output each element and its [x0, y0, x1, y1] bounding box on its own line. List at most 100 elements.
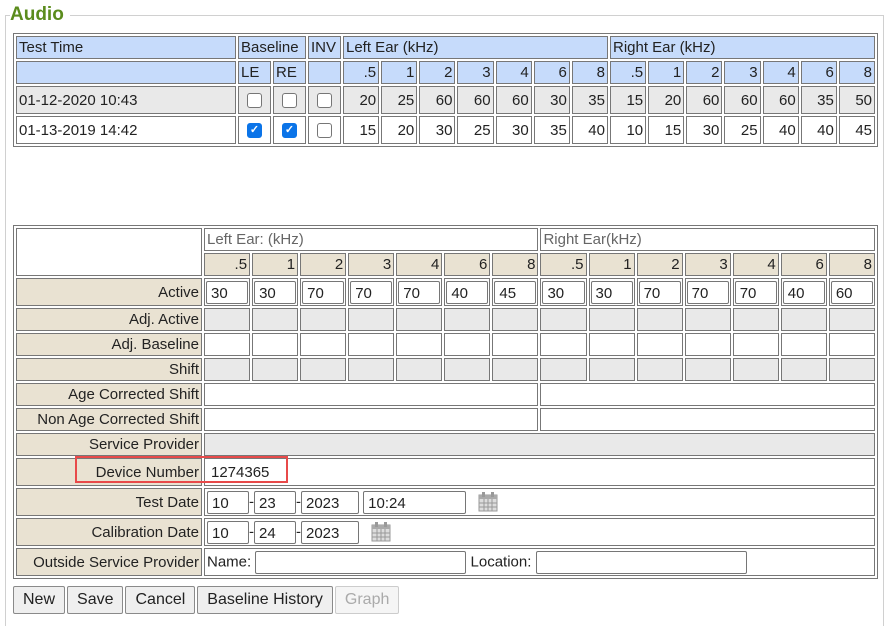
- re-cell: [273, 86, 306, 114]
- freq-header-right: 4: [732, 253, 779, 276]
- table-row: 01-12-2020 10:43 20 25 60 60 60 30 35 15 20 60 60 60…: [16, 86, 875, 114]
- freq-header-right: .5: [540, 253, 587, 276]
- freq-header-left: 6: [533, 61, 570, 84]
- freq-header-right: 1: [588, 253, 635, 276]
- cancel-button[interactable]: Cancel: [125, 586, 196, 614]
- location-input[interactable]: [535, 550, 747, 574]
- adj-baseline-cell: [348, 333, 395, 356]
- freq-header-left: 3: [348, 253, 395, 276]
- active-right-input[interactable]: 70: [734, 280, 777, 304]
- adj-baseline-cell: [444, 333, 491, 356]
- corner-blank: [16, 228, 202, 276]
- freq-header-left: 4: [396, 253, 443, 276]
- le-checkbox[interactable]: [247, 93, 262, 109]
- active-left-input[interactable]: 45: [494, 280, 537, 304]
- calibration-day-input[interactable]: 24: [254, 520, 296, 544]
- device-number-field[interactable]: 1274365: [204, 458, 875, 486]
- outside-provider-cell: Name: Location:: [204, 548, 875, 576]
- active-left-input[interactable]: 70: [350, 280, 393, 304]
- active-cell: 60: [828, 278, 875, 306]
- active-right-input[interactable]: 70: [638, 280, 681, 304]
- header-le: LE: [238, 61, 271, 84]
- freq-header-right: .5: [609, 61, 647, 84]
- active-left-input[interactable]: 30: [206, 280, 249, 304]
- calendar-icon[interactable]: [478, 492, 498, 512]
- adj-baseline-cell: [732, 333, 779, 356]
- adj-active-cell: [444, 308, 491, 331]
- left-ear-value: 40: [571, 116, 608, 144]
- adj-baseline-cell: [300, 333, 347, 356]
- test-date-day-input[interactable]: 23: [254, 490, 296, 514]
- adj-active-cell: [828, 308, 875, 331]
- active-right-input[interactable]: 60: [830, 280, 873, 304]
- freq-header-left: .5: [343, 61, 380, 84]
- audio-entry-table: Left Ear: (kHz) Right Ear(kHz) .5 1 2 3 4 6 8.…: [13, 225, 878, 579]
- re-checkbox[interactable]: [282, 93, 297, 109]
- inv-checkbox[interactable]: [317, 93, 332, 109]
- left-ear-value: 20: [343, 86, 380, 114]
- header-left-ear: Left Ear (kHz): [343, 36, 608, 59]
- re-cell: ✓: [273, 116, 306, 144]
- left-ear-value: 60: [457, 86, 494, 114]
- freq-header-right: 8: [838, 61, 875, 84]
- inv-cell: [308, 116, 341, 144]
- right-ear-value: 60: [762, 86, 799, 114]
- adj-active-label: Adj. Active: [16, 308, 202, 331]
- baseline-history-button[interactable]: Baseline History: [197, 586, 333, 614]
- right-ear-value: 60: [686, 86, 723, 114]
- right-ear-value: 40: [762, 116, 799, 144]
- right-ear-value: 30: [686, 116, 723, 144]
- test-date-year-input[interactable]: 2023: [301, 490, 359, 514]
- test-date-month-input[interactable]: 10: [207, 490, 249, 514]
- shift-cell: [300, 358, 347, 381]
- service-provider-value: [204, 433, 875, 456]
- active-left-input[interactable]: 30: [254, 280, 297, 304]
- adj-active-cell: [492, 308, 539, 331]
- active-right-input[interactable]: 30: [590, 280, 633, 304]
- date-separator: -: [296, 492, 301, 510]
- table-row: 01-13-2019 14:42 ✓ ✓ 15 20 30 25 30 35 40 10 15 30 25…: [16, 116, 875, 144]
- shift-cell: [204, 358, 251, 381]
- freq-header-left: 1: [252, 253, 299, 276]
- active-left-input[interactable]: 40: [446, 280, 489, 304]
- freq-header-left: 3: [457, 61, 494, 84]
- name-input[interactable]: [255, 550, 467, 574]
- adj-active-cell: [540, 308, 587, 331]
- device-number-value: 1274365: [211, 463, 270, 481]
- calendar-icon[interactable]: [371, 522, 391, 542]
- outside-provider-label: Outside Service Provider: [16, 548, 202, 576]
- left-ear-value: 35: [571, 86, 608, 114]
- re-checkbox[interactable]: ✓: [282, 123, 297, 139]
- active-cell: 70: [732, 278, 779, 306]
- adj-active-cell: [300, 308, 347, 331]
- freq-header-right: 6: [780, 253, 827, 276]
- adj-baseline-cell: [684, 333, 731, 356]
- adj-baseline-cell: [252, 333, 299, 356]
- active-left-input[interactable]: 70: [302, 280, 345, 304]
- active-cell: 70: [684, 278, 731, 306]
- non-age-corrected-left: [204, 408, 539, 431]
- le-checkbox[interactable]: ✓: [247, 123, 262, 139]
- active-right-input[interactable]: 30: [542, 280, 585, 304]
- active-cell: 45: [492, 278, 539, 306]
- save-button[interactable]: Save: [67, 586, 124, 614]
- non-age-corrected-right: [540, 408, 875, 431]
- shift-cell: [780, 358, 827, 381]
- active-right-input[interactable]: 70: [686, 280, 729, 304]
- active-right-input[interactable]: 40: [782, 280, 825, 304]
- calibration-year-input[interactable]: 2023: [301, 520, 359, 544]
- adj-active-cell: [348, 308, 395, 331]
- test-date-label: Test Date: [16, 488, 202, 516]
- calibration-month-input[interactable]: 10: [207, 520, 249, 544]
- active-left-input[interactable]: 70: [398, 280, 441, 304]
- left-ear-header: Left Ear: (kHz): [204, 228, 539, 251]
- new-button[interactable]: New: [13, 586, 66, 614]
- inv-checkbox[interactable]: [317, 123, 332, 139]
- location-label: Location:: [470, 552, 532, 570]
- adj-baseline-cell: [588, 333, 635, 356]
- header-blank: [16, 61, 236, 84]
- right-ear-value: 15: [609, 86, 647, 114]
- shift-cell: [828, 358, 875, 381]
- test-time-input[interactable]: 10:24: [363, 490, 467, 514]
- freq-header-right: 3: [724, 61, 761, 84]
